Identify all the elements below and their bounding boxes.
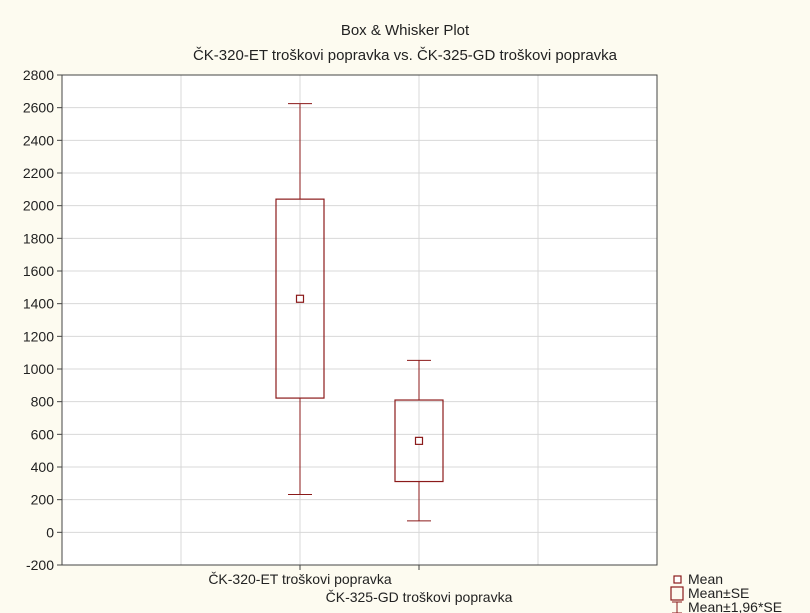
y-tick-label: 1000 — [23, 361, 54, 377]
plot-area — [62, 75, 657, 565]
legend-mean-symbol — [673, 575, 682, 584]
y-tick-label: 1200 — [23, 328, 54, 344]
chart-subtitle: ČK-320-ET troškovi popravka vs. ČK-325-G… — [193, 47, 618, 64]
x-tick-label: ČK-325-GD troškovi popravka — [326, 589, 513, 605]
mean-marker — [414, 436, 424, 445]
y-tick-label: 1400 — [23, 296, 54, 312]
box-group — [275, 103, 325, 495]
y-tick-label: 2400 — [23, 132, 54, 148]
y-tick-label: 200 — [31, 492, 55, 508]
boxes — [275, 103, 444, 522]
y-tick-label: 800 — [31, 394, 55, 410]
box-mean-se — [394, 399, 444, 483]
mean-marker — [295, 294, 305, 303]
y-tick-label: 600 — [31, 426, 55, 442]
box-mean-se — [275, 198, 325, 399]
x-tick-label: ČK-320-ET troškovi popravka — [208, 571, 392, 587]
box-group — [394, 359, 444, 522]
y-tick-label: 0 — [46, 524, 54, 540]
grid-lines — [62, 75, 657, 565]
y-axis: -200 0 200 400 600 800 1000 1200 1400 1600 1800 200… — [23, 67, 62, 573]
y-tick-label: -200 — [26, 557, 54, 573]
chart-title: Box & Whisker Plot — [341, 22, 470, 39]
y-tick-label: 2200 — [23, 165, 54, 181]
legend-label: Mean±SE — [688, 585, 749, 601]
plot-frame — [61, 74, 658, 566]
y-tick-label: 2800 — [23, 67, 54, 83]
y-tick-label: 2000 — [23, 198, 54, 214]
legend-label: Mean±1,96*SE — [688, 599, 782, 613]
legend-se-symbol — [670, 586, 684, 601]
y-tick-label: 2600 — [23, 100, 54, 116]
y-tick-label: 1600 — [23, 263, 54, 279]
y-tick-label: 400 — [31, 459, 55, 475]
x-axis: ČK-320-ET troškovi popravka ČK-325-GD tro… — [208, 565, 513, 605]
y-tick-label: 1800 — [23, 230, 54, 246]
legend-label: Mean — [688, 571, 723, 587]
